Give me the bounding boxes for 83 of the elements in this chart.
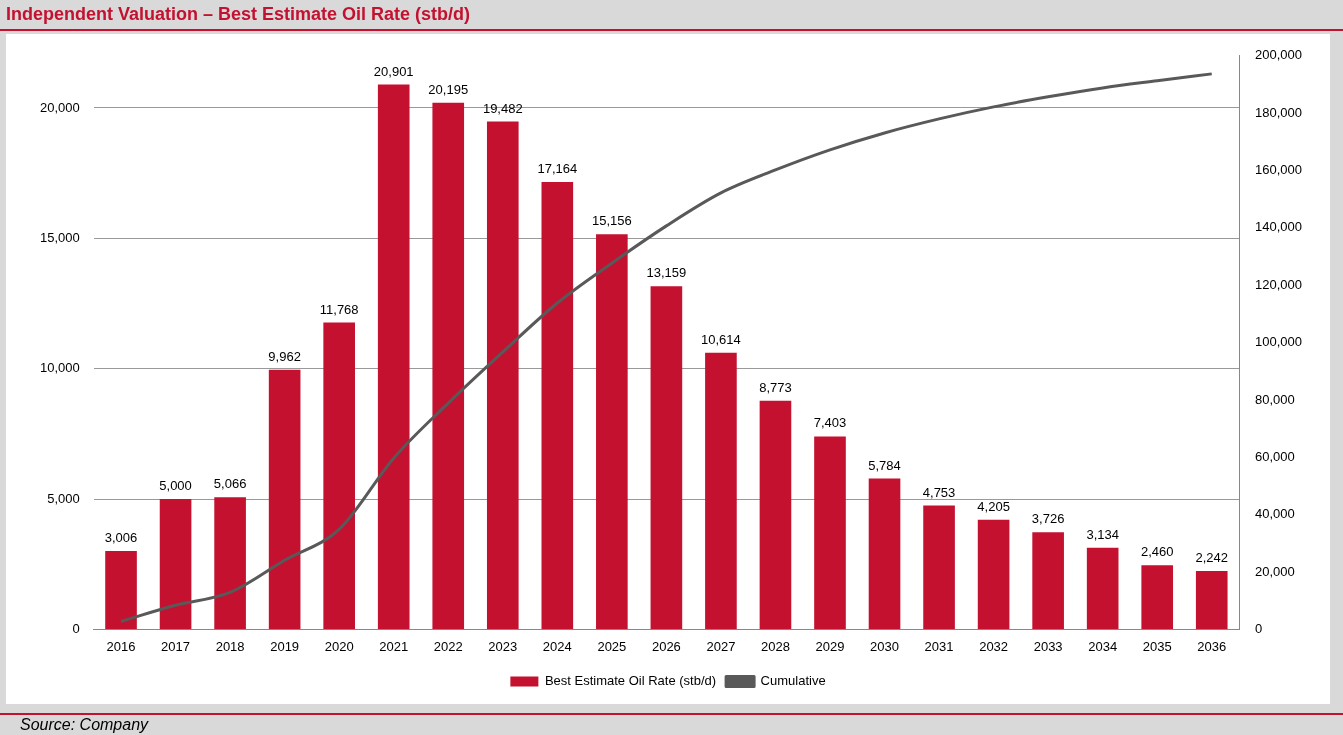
data-label: 10,614 (701, 331, 741, 347)
data-label: 20,195 (428, 81, 469, 97)
bar (214, 497, 246, 629)
data-label: 3,726 (1031, 511, 1065, 527)
data-label: 2,460 (1140, 544, 1174, 560)
data-label: 15,156 (591, 213, 632, 229)
x-tick-label: 2031 (924, 638, 954, 654)
data-label: 7,403 (813, 415, 847, 431)
x-tick-label: 2032 (979, 638, 1009, 654)
x-tick-label: 2028 (761, 638, 790, 654)
y2-tick-label: 160,000 (1255, 162, 1303, 178)
y2-tick-label: 200,000 (1255, 47, 1303, 63)
bar (486, 121, 519, 629)
x-tick-label: 2035 (1142, 638, 1172, 654)
legend-label: Best Estimate Oil Rate (stb/d) (544, 673, 717, 689)
x-tick-label: 2027 (706, 638, 736, 654)
data-label: 9,962 (268, 348, 301, 364)
bar (705, 352, 737, 629)
y2-tick-label: 0 (1255, 620, 1263, 636)
y-tick-label: 5,000 (47, 490, 80, 506)
x-tick-label: 2033 (1033, 638, 1063, 654)
data-label: 17,164 (537, 160, 578, 176)
x-tick-label: 2020 (324, 638, 354, 654)
y2-tick-label: 180,000 (1255, 104, 1303, 120)
bar (923, 505, 955, 629)
chart-title: Independent Valuation – Best Estimate Oil Rate (stb/d) (6, 4, 471, 25)
data-label: 13,159 (646, 265, 687, 281)
bar (541, 181, 574, 629)
data-label: 20,901 (373, 63, 414, 79)
x-tick-label: 2025 (597, 638, 627, 654)
y2-tick-label: 80,000 (1255, 391, 1295, 407)
bar (1195, 570, 1228, 629)
data-label: 3,006 (104, 530, 138, 546)
bar (596, 234, 628, 629)
source-note: Source: Company (20, 716, 149, 734)
x-tick-label: 2018 (215, 638, 245, 654)
data-label: 19,482 (482, 100, 523, 116)
x-tick-label: 2024 (542, 638, 572, 654)
data-label: 5,000 (159, 478, 192, 494)
y-tick-label: 15,000 (40, 229, 80, 245)
bar (1141, 565, 1174, 629)
bar (268, 369, 301, 629)
data-label: 5,066 (213, 476, 247, 492)
legend-label: Cumulative (760, 673, 826, 689)
x-tick-label: 2036 (1197, 638, 1227, 654)
x-tick-label: 2023 (488, 638, 518, 654)
bar (1086, 547, 1119, 629)
y-tick-label: 0 (72, 620, 80, 636)
data-label: 4,205 (977, 498, 1010, 514)
y2-tick-label: 60,000 (1255, 448, 1295, 464)
data-label: 11,768 (319, 301, 359, 317)
bar (377, 84, 410, 629)
x-tick-label: 2021 (379, 638, 409, 654)
bar (868, 478, 901, 629)
bar (977, 519, 1010, 629)
data-label: 4,753 (922, 484, 956, 500)
y2-tick-label: 140,000 (1255, 219, 1303, 235)
bar (105, 551, 137, 629)
y2-tick-label: 120,000 (1255, 276, 1303, 292)
bar (159, 499, 192, 629)
y2-tick-label: 20,000 (1255, 563, 1295, 579)
y-tick-label: 20,000 (40, 99, 80, 115)
y2-tick-label: 40,000 (1255, 506, 1295, 522)
bar (650, 286, 683, 629)
bar (814, 436, 846, 629)
bar (432, 102, 465, 629)
y-tick-label: 10,000 (40, 360, 80, 376)
x-tick-label: 2029 (815, 638, 845, 654)
y2-tick-label: 100,000 (1255, 334, 1303, 350)
x-tick-label: 2022 (433, 638, 463, 654)
data-label: 3,134 (1086, 526, 1119, 542)
data-label: 2,242 (1195, 550, 1229, 566)
x-tick-label: 2017 (161, 638, 191, 654)
x-tick-label: 2016 (106, 638, 136, 654)
bar (323, 322, 355, 629)
x-tick-label: 2019 (270, 638, 300, 654)
data-label: 8,773 (759, 379, 792, 395)
bar (759, 400, 792, 629)
data-label: 5,784 (868, 457, 901, 473)
x-tick-label: 2034 (1088, 638, 1118, 654)
x-tick-label: 2026 (651, 638, 681, 654)
x-tick-label: 2030 (870, 638, 899, 654)
bar (1032, 532, 1064, 629)
